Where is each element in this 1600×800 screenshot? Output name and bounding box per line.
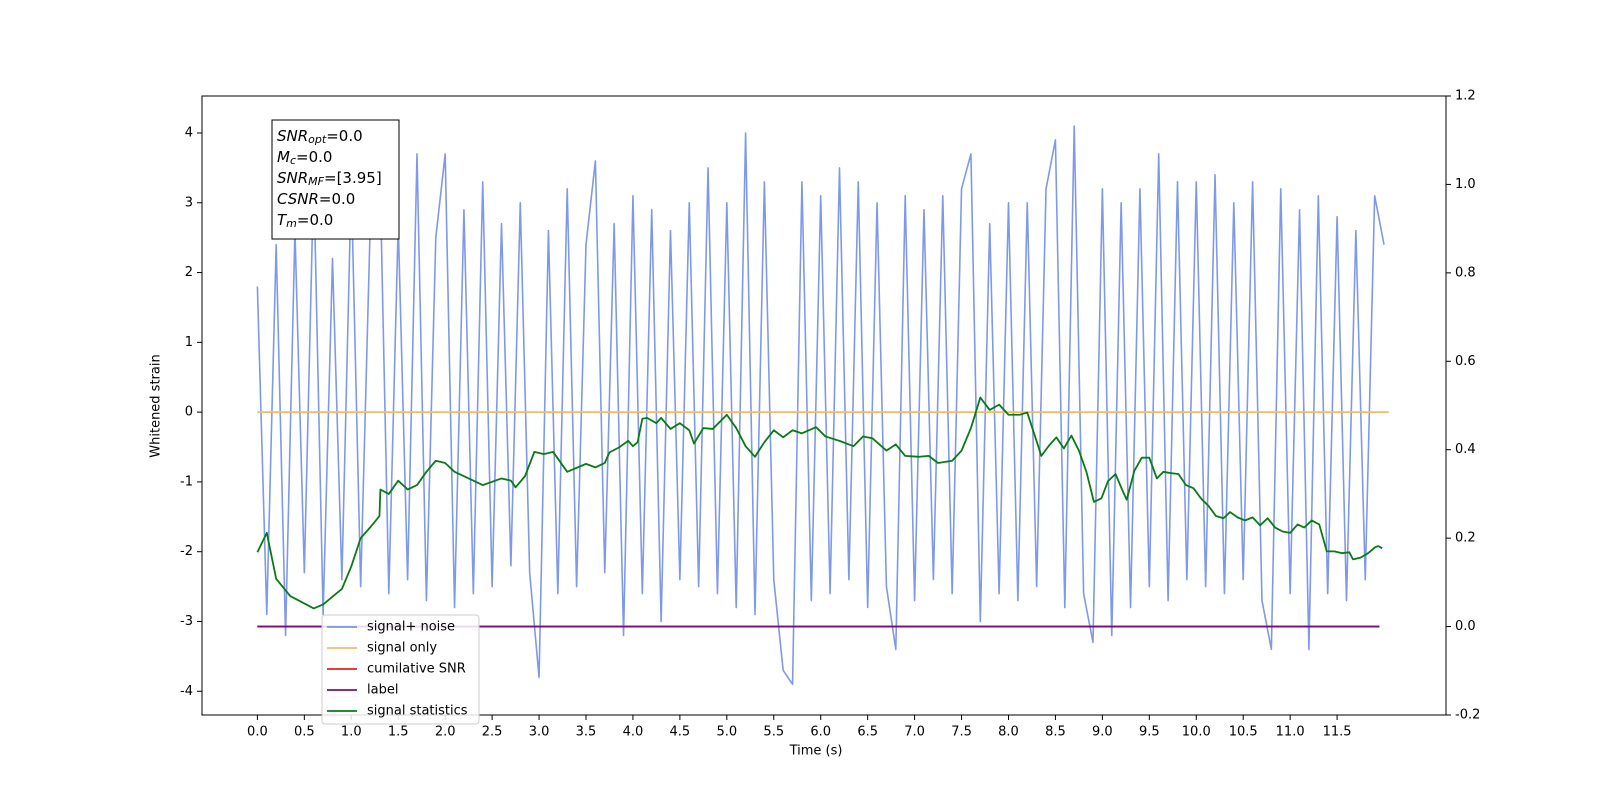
y2-tick-label: 0.6 <box>1455 354 1476 369</box>
legend-label: cumilative SNR <box>367 662 466 677</box>
y-tick-label: 1 <box>185 335 193 350</box>
y-tick-label: -3 <box>180 614 193 629</box>
y2-tick-label: 0.0 <box>1455 619 1476 634</box>
annotation-box: SNRopt=0.0Mc=0.0SNRMF=[3.95]CSNR=0.0Tm=0… <box>271 119 400 240</box>
y2-tick-label: -0.2 <box>1455 708 1480 723</box>
x-tick-label: 11.5 <box>1323 725 1352 740</box>
x-tick-label: 1.5 <box>388 725 409 740</box>
legend-label: label <box>367 683 398 698</box>
annotation-value: =0.0 <box>296 148 332 166</box>
x-tick-label: 8.0 <box>998 725 1019 740</box>
legend-label: signal+ noise <box>367 620 455 635</box>
x-tick-label: 9.0 <box>1092 725 1113 740</box>
annotation-subscript: m <box>286 217 297 230</box>
y-axis-label: Whitened strain <box>149 354 164 457</box>
y2-tick-label: 1.2 <box>1455 89 1476 104</box>
y-tick-label: 4 <box>185 125 193 140</box>
x-tick-label: 9.5 <box>1139 725 1160 740</box>
annotation-text: Mc=0.0 <box>277 148 332 168</box>
y-tick-label: -4 <box>180 684 193 699</box>
annotation-subscript: opt <box>308 133 327 146</box>
y2-tick-label: 1.0 <box>1455 177 1476 192</box>
y2-tick-label: 0.8 <box>1455 265 1476 280</box>
annotation-symbol: CSNR <box>277 190 319 208</box>
x-tick-label: 10.5 <box>1229 725 1258 740</box>
y-tick-label: 2 <box>185 265 193 280</box>
x-axis-label: Time (s) <box>789 744 843 759</box>
x-tick-label: 4.0 <box>623 725 644 740</box>
x-tick-label: 7.0 <box>904 725 925 740</box>
x-tick-label: 10.0 <box>1182 725 1211 740</box>
annotation-value: =0.0 <box>297 211 333 229</box>
annotation-value: =0.0 <box>326 127 362 145</box>
x-tick-label: 7.5 <box>951 725 972 740</box>
x-tick-label: 6.0 <box>810 725 831 740</box>
x-tick-label: 5.0 <box>716 725 737 740</box>
annotation-value: =[3.95] <box>324 169 382 187</box>
x-tick-label: 4.5 <box>670 725 691 740</box>
x-tick-label: 5.5 <box>763 725 784 740</box>
annotation-frame <box>271 119 400 240</box>
x-tick-label: 0.5 <box>294 725 315 740</box>
annotation-text: CSNR=0.0 <box>277 190 355 208</box>
x-tick-label: 11.0 <box>1276 725 1305 740</box>
y-tick-label: -2 <box>180 544 193 559</box>
y2-tick-label: 0.4 <box>1455 442 1476 457</box>
annotation-value: =0.0 <box>319 190 355 208</box>
annotation-symbol: SNR <box>277 127 308 145</box>
x-tick-label: 1.0 <box>341 725 362 740</box>
x-tick-label: 8.5 <box>1045 725 1066 740</box>
series-line <box>256 396 1383 610</box>
legend-frame <box>321 614 480 725</box>
x-tick-label: 6.5 <box>857 725 878 740</box>
x-tick-label: 3.0 <box>529 725 550 740</box>
annotation-text: SNRMF=[3.95] <box>277 169 382 189</box>
annotation-subscript: MF <box>308 175 324 188</box>
annotation-subscript: c <box>290 154 296 167</box>
annotation-symbol: M <box>277 148 290 166</box>
x-tick-label: 3.5 <box>576 725 597 740</box>
y-tick-label: -1 <box>180 474 193 489</box>
x-tick-label: 0.0 <box>247 725 268 740</box>
legend-label: signal statistics <box>367 704 468 719</box>
annotation-text: Tm=0.0 <box>277 211 333 231</box>
x-tick-label: 2.0 <box>435 725 456 740</box>
legend: signal+ noise signal only cumilative SNR la… <box>321 614 480 725</box>
x-tick-label: 2.5 <box>482 725 503 740</box>
annotation-symbol: T <box>277 211 288 229</box>
legend-label: signal only <box>367 641 437 656</box>
annotation-symbol: SNR <box>277 169 308 187</box>
y-tick-label: 3 <box>185 195 193 210</box>
y-tick-label: 0 <box>185 405 193 420</box>
plot-frame <box>201 95 1447 716</box>
series-line <box>256 125 1385 686</box>
y2-tick-label: 0.2 <box>1455 531 1476 546</box>
annotation-text: SNRopt=0.0 <box>277 127 363 147</box>
